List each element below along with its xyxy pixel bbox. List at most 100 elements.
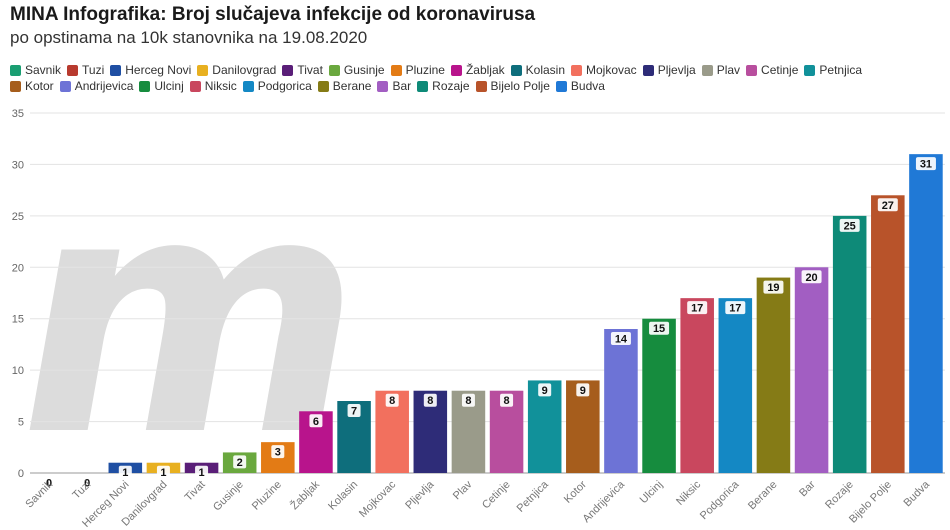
bar (871, 195, 905, 474)
data-label: 17 (729, 303, 741, 315)
legend-item[interactable]: Bar (377, 79, 411, 93)
data-label: 8 (465, 395, 471, 407)
legend-item[interactable]: Berane (317, 79, 372, 93)
bar (680, 298, 714, 473)
legend-label: Plav (716, 63, 741, 77)
legend-swatch (510, 64, 522, 76)
x-tick-label: Podgorica (698, 478, 742, 522)
legend-item[interactable]: Kotor (10, 79, 54, 93)
legend-swatch (642, 64, 654, 76)
legend-item[interactable]: Savnik (10, 63, 61, 77)
data-label-bg (725, 301, 746, 315)
x-tick-label: Berane (746, 479, 780, 513)
x-tick-label: Plav (451, 478, 475, 502)
legend-item[interactable]: Ulcinj (139, 79, 184, 93)
legend-swatch (10, 80, 21, 92)
legend-label: Andrijevica (74, 79, 134, 93)
x-tick-label: Kotor (562, 478, 589, 505)
y-tick-label: 35 (12, 108, 24, 120)
legend-swatch (571, 64, 582, 76)
legend-item[interactable]: Danilovgrad (197, 63, 276, 77)
legend-item[interactable]: Budva (555, 79, 605, 93)
legend-item[interactable]: Herceg Novi (110, 63, 191, 77)
legend-swatch (189, 80, 201, 92)
legend-swatch (282, 64, 294, 76)
x-tick-label: Budva (902, 478, 933, 509)
legend-label: Budva (570, 79, 605, 93)
data-label-bg (385, 393, 399, 407)
legend-item[interactable]: Cetinje (746, 63, 798, 77)
y-tick-label: 0 (18, 468, 24, 480)
legend-label: Žabljak (465, 63, 505, 77)
data-label: 14 (615, 334, 628, 346)
legend-item[interactable]: Žabljak (450, 63, 505, 77)
data-label: 8 (427, 395, 433, 407)
legend-item[interactable]: Tivat (282, 63, 323, 77)
data-label-bg (538, 383, 552, 397)
data-label: 7 (351, 406, 357, 418)
legend-swatch (746, 64, 758, 76)
legend-label: Savnik (25, 63, 62, 77)
watermark-logo: m (0, 124, 400, 508)
y-tick-label: 20 (12, 262, 24, 274)
bar (909, 154, 943, 473)
legend-label: Tuzi (82, 63, 105, 77)
bar (642, 318, 676, 473)
legend-swatch (67, 64, 79, 76)
bar (756, 277, 791, 473)
legend-swatch (59, 80, 71, 92)
legend-label: Kolasin (525, 63, 565, 77)
legend-item[interactable]: Petnjica (804, 63, 862, 77)
legend-swatch (328, 64, 340, 76)
legend-item[interactable]: Pluzine (390, 63, 445, 77)
legend-item[interactable]: Andrijevica (59, 79, 134, 93)
legend-item[interactable]: Plav (701, 63, 741, 77)
legend-swatch (450, 64, 462, 76)
legend-label: Tivat (297, 63, 323, 77)
legend-label: Mojkovac (586, 63, 637, 77)
legend-swatch (317, 80, 329, 92)
legend-item[interactable]: Tuzi (67, 63, 104, 77)
data-label-bg (610, 332, 631, 345)
legend-item[interactable]: Niksic (189, 79, 237, 93)
data-label: 9 (580, 385, 586, 397)
legend-item[interactable]: Bijelo Polje (475, 79, 550, 93)
legend-swatch (701, 64, 713, 76)
bar (794, 267, 829, 473)
legend-item[interactable]: Gusinje (328, 63, 385, 77)
chart-legend: Savnik Tuzi Herceg Novi Danilovgrad Tivat Gus… (10, 63, 910, 93)
data-label-bg (309, 414, 323, 428)
legend-label: Niksic (204, 79, 237, 93)
data-label: 1 (122, 467, 128, 479)
legend-swatch (475, 80, 487, 92)
data-label-bg (80, 476, 94, 489)
legend-swatch (377, 80, 389, 92)
legend-label: Bijelo Polje (490, 79, 550, 93)
data-label: 0 (84, 478, 90, 490)
data-label: 25 (844, 220, 856, 232)
data-label-bg (233, 455, 247, 469)
data-label-bg (118, 465, 132, 479)
data-label-bg (915, 157, 936, 171)
data-label-bg (347, 404, 361, 417)
x-tick-label: Bar (797, 478, 818, 499)
x-tick-label: Andrijevica (581, 478, 628, 525)
legend-swatch (139, 80, 151, 92)
y-tick-label: 5 (18, 417, 24, 429)
data-label: 6 (313, 416, 319, 428)
legend-item[interactable]: Kolasin (510, 63, 565, 77)
legend-swatch (390, 64, 402, 76)
legend-item[interactable]: Pljevlja (642, 63, 696, 77)
data-label-bg (461, 393, 475, 407)
y-tick-label: 10 (12, 365, 24, 377)
legend-label: Berane (332, 79, 372, 93)
legend-swatch (10, 64, 21, 76)
legend-item[interactable]: Podgorica (242, 79, 312, 93)
data-label: 0 (46, 478, 52, 490)
data-label: 27 (882, 200, 894, 212)
legend-label: Ulcinj (154, 79, 184, 93)
bar (718, 298, 753, 473)
legend-swatch (555, 80, 567, 92)
legend-item[interactable]: Rozaje (417, 79, 470, 93)
legend-item[interactable]: Mojkovac (571, 63, 637, 77)
